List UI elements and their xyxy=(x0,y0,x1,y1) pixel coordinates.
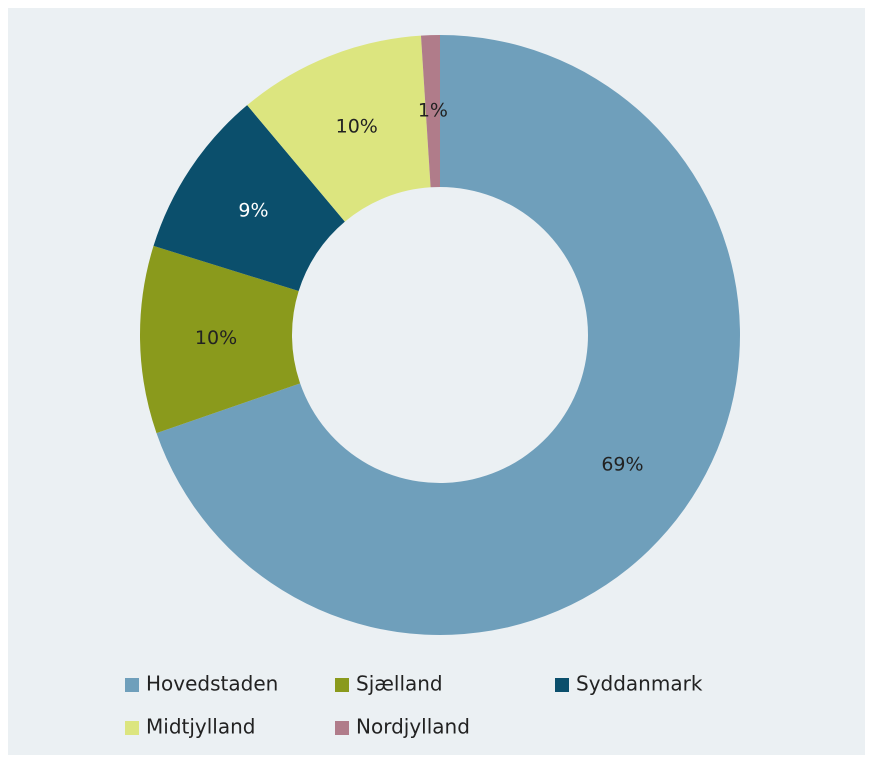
legend-label: Sjælland xyxy=(356,672,443,696)
data-label: 69% xyxy=(601,453,643,475)
legend-swatch xyxy=(555,678,569,692)
legend-swatch xyxy=(125,678,139,692)
data-label: 10% xyxy=(195,327,237,349)
legend-label: Nordjylland xyxy=(356,715,470,739)
legend-swatch xyxy=(335,721,349,735)
data-label: 1% xyxy=(418,100,448,122)
legend-label: Syddanmark xyxy=(576,672,703,696)
data-label: 9% xyxy=(238,199,268,221)
legend-label: Hovedstaden xyxy=(146,672,278,696)
legend-label: Midtjylland xyxy=(146,715,255,739)
donut-slice xyxy=(156,35,740,635)
donut-slice xyxy=(420,35,440,188)
legend-swatch xyxy=(125,721,139,735)
donut-slice xyxy=(140,245,301,434)
donut-slice xyxy=(153,105,345,292)
data-label: 10% xyxy=(336,116,378,138)
legend-swatch xyxy=(335,678,349,692)
donut-slice xyxy=(247,35,431,222)
